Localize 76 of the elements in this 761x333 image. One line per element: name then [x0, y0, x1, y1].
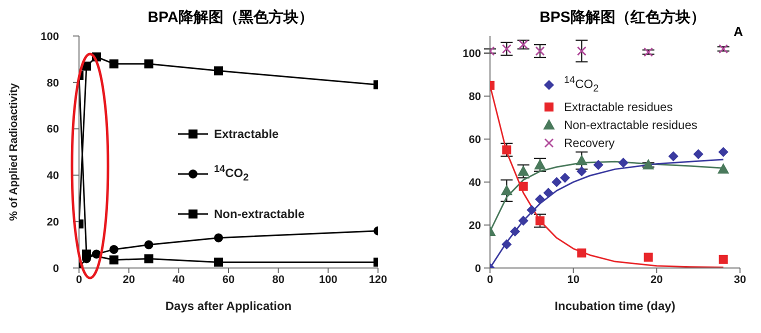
chart-title: BPA降解图（黑色方块）	[146, 8, 314, 28]
x-tick-label: 0	[76, 274, 82, 286]
point	[618, 158, 628, 168]
point	[144, 59, 154, 68]
point	[642, 159, 654, 170]
x-tick-label: 60	[222, 274, 235, 286]
point	[560, 173, 570, 183]
legend-label: Extractable residues	[564, 99, 673, 116]
point	[518, 166, 529, 176]
point	[718, 147, 728, 157]
y-tick-label: 100	[462, 48, 481, 60]
x-tick-label: 30	[734, 274, 746, 286]
point	[576, 46, 586, 56]
y-tick-label: 40	[46, 170, 59, 182]
y-tick-label: 20	[46, 216, 59, 229]
legend-label: Non-extractable	[214, 206, 305, 224]
x-axis-title: Incubation time (day)	[554, 299, 676, 313]
point	[576, 166, 586, 176]
point	[718, 164, 729, 174]
y-tick-label: 100	[40, 30, 59, 43]
point	[594, 160, 604, 170]
point	[577, 248, 586, 258]
point	[718, 254, 728, 264]
point	[644, 252, 653, 262]
point	[109, 59, 118, 68]
point	[502, 145, 512, 154]
point	[526, 205, 536, 215]
point	[214, 233, 224, 242]
annotation: A	[734, 24, 743, 39]
point	[534, 159, 546, 170]
legend-label: Non-extractable residues	[564, 117, 698, 134]
chart-title: BPS降解图（红色方块）	[540, 9, 706, 26]
x-tick-label: 0	[486, 274, 494, 286]
y-tick-label: 80	[46, 77, 59, 90]
point	[536, 216, 544, 226]
x-tick-label: 20	[122, 274, 135, 286]
point	[502, 44, 512, 54]
point	[109, 255, 118, 264]
point	[502, 240, 512, 250]
point	[501, 185, 512, 196]
x-tick-label: 10	[567, 274, 580, 286]
x-tick-label: 80	[272, 274, 284, 286]
point	[644, 47, 654, 57]
y-tick-label: 20	[468, 220, 481, 232]
point	[518, 182, 528, 191]
point	[510, 226, 520, 236]
y-axis-title: % of Applied Radioactivity	[8, 82, 20, 221]
point	[668, 152, 678, 162]
x-tick-label: 20	[650, 274, 663, 286]
x-tick-label: 120	[368, 274, 388, 286]
legend-label: $^{14}$CO$_{2}$	[564, 74, 599, 96]
x-tick-label: 40	[172, 274, 185, 286]
point	[92, 250, 101, 259]
point	[535, 194, 545, 204]
x-axis-title: Days after Application	[165, 299, 292, 313]
point	[576, 155, 588, 166]
point	[144, 254, 154, 264]
point	[109, 244, 118, 254]
legend-label: Recovery	[564, 135, 615, 152]
y-tick-label: 0	[52, 262, 59, 275]
point	[544, 188, 554, 198]
point	[144, 240, 154, 250]
y-tick-label: 60	[46, 124, 59, 136]
point	[694, 149, 704, 159]
point	[552, 177, 562, 187]
y-tick-label: 40	[468, 176, 481, 189]
point	[518, 216, 528, 226]
point	[535, 46, 545, 56]
y-tick-label: 60	[468, 134, 481, 146]
point	[214, 66, 224, 76]
legend-label: Extractable	[214, 126, 279, 143]
legend-label: $^{14}$CO$_{2}$	[214, 163, 249, 186]
x-tick-label: 100	[318, 274, 338, 286]
y-tick-label: 0	[474, 262, 481, 275]
point	[214, 258, 224, 267]
y-tick-label: 80	[468, 91, 481, 104]
